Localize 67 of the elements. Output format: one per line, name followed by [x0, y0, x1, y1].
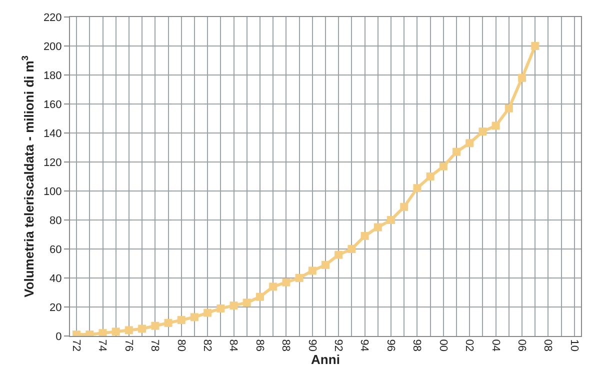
y-tick-label: 100 — [43, 186, 62, 198]
x-tick-label: 90 — [306, 339, 318, 352]
x-tick-label: 00 — [436, 339, 449, 352]
point — [492, 122, 500, 130]
point — [177, 316, 186, 324]
point — [98, 329, 107, 336]
y-tick-label: 180 — [43, 70, 62, 82]
point — [138, 324, 146, 333]
x-tick-label: 84 — [227, 339, 240, 352]
point — [295, 274, 304, 282]
point — [387, 216, 396, 224]
point — [466, 139, 474, 148]
x-tick-label: 96 — [384, 339, 396, 352]
x-tick-label: 94 — [358, 339, 370, 352]
x-tick-label: 74 — [96, 339, 108, 352]
point — [400, 202, 408, 211]
y-tick-label: 0 — [56, 330, 62, 343]
x-tick-label: 82 — [201, 339, 214, 352]
x-tick-label: 78 — [148, 339, 161, 352]
point — [334, 250, 343, 259]
point — [204, 308, 212, 317]
point — [518, 74, 526, 82]
point — [216, 304, 225, 312]
point — [439, 162, 448, 170]
point — [190, 313, 198, 322]
point — [478, 128, 487, 136]
point — [531, 42, 540, 50]
point — [256, 292, 264, 301]
x-tick-label: 98 — [410, 339, 423, 352]
point — [452, 148, 461, 156]
point — [322, 260, 330, 269]
y-tick-label: 160 — [43, 98, 62, 111]
x-axis-title: Anni — [311, 352, 340, 368]
x-tick-label: 06 — [515, 339, 528, 352]
point — [151, 322, 160, 330]
y-tick-label: 140 — [43, 128, 62, 140]
point — [348, 245, 356, 253]
point — [112, 328, 120, 336]
point — [230, 302, 238, 310]
y-tick-label: 120 — [43, 156, 62, 169]
x-tick-label: 08 — [542, 339, 554, 352]
point — [426, 172, 434, 180]
x-tick-label: 76 — [122, 339, 134, 352]
x-tick-label: 04 — [489, 339, 502, 352]
point — [504, 104, 513, 112]
y-tick-label: 80 — [50, 214, 62, 227]
point — [124, 326, 133, 334]
x-tick-label: 86 — [253, 339, 266, 352]
x-tick-label: 10 — [568, 339, 580, 352]
x-tick-label: 92 — [332, 339, 344, 352]
y-tick-label: 200 — [43, 40, 62, 53]
x-tick-label: 72 — [70, 339, 82, 352]
point — [164, 318, 172, 327]
x-tick-label: 80 — [174, 339, 187, 352]
x-tick-label: 88 — [280, 339, 292, 352]
y-tick-label: 220 — [43, 12, 62, 24]
x-tick-label: 02 — [463, 339, 476, 352]
y-tick-label: 60 — [50, 244, 62, 256]
y-tick-label: 20 — [50, 302, 62, 314]
point — [282, 278, 290, 286]
point — [360, 232, 369, 240]
y-tick-label: 40 — [50, 272, 62, 285]
point — [308, 266, 316, 275]
point — [374, 223, 382, 232]
point — [242, 298, 251, 307]
point — [269, 282, 278, 291]
point — [413, 184, 422, 192]
